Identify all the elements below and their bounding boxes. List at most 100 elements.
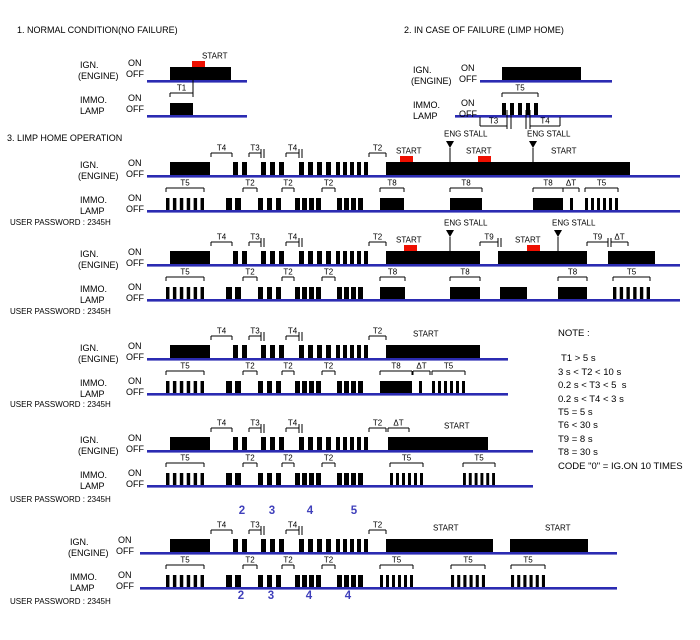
bracket-label: T4 bbox=[288, 143, 298, 152]
off-label: OFF bbox=[459, 74, 477, 84]
user-password-label-2: USER PASSWORD : 2345H bbox=[10, 307, 111, 316]
bracket-label: T3 bbox=[489, 116, 499, 125]
immo-pulse bbox=[309, 198, 314, 210]
ign-baseline bbox=[147, 80, 247, 83]
immo-pulse bbox=[358, 381, 363, 393]
ign-pulse bbox=[350, 251, 354, 264]
bracket-label: T4 bbox=[217, 520, 227, 529]
lamp-stripe bbox=[390, 473, 393, 485]
note-line: 0.2 s < T3 < 5 s bbox=[558, 380, 627, 391]
bracket-label: T1 bbox=[177, 83, 187, 92]
ign-pulse bbox=[317, 251, 322, 264]
on-label: ON bbox=[118, 535, 132, 545]
off-label: OFF bbox=[116, 581, 134, 591]
lamp-stripe bbox=[468, 473, 472, 485]
ign-pulse bbox=[233, 539, 238, 552]
blink-count-number: 3 bbox=[269, 505, 275, 517]
immo-pulse bbox=[351, 198, 356, 210]
bracket-label: T4 bbox=[288, 326, 298, 335]
note-line: T1 > 5 s bbox=[561, 353, 596, 364]
bracket-label: T2 bbox=[245, 361, 255, 370]
blink-count-number: 4 bbox=[307, 505, 314, 517]
lamp-stripe bbox=[186, 473, 191, 485]
lamp-stripe bbox=[456, 381, 459, 393]
ign-pulse bbox=[343, 539, 347, 552]
immo-pulse bbox=[258, 473, 263, 485]
lamp-stripe bbox=[626, 287, 630, 299]
lamp-stripe bbox=[200, 287, 204, 299]
ign-pulse bbox=[261, 251, 266, 264]
bracket-label: ΔT bbox=[566, 178, 576, 187]
bracket-label: T2 bbox=[245, 178, 255, 187]
lamp-stripe bbox=[510, 103, 514, 115]
lamp-stripe bbox=[463, 575, 467, 587]
ign-pulse bbox=[350, 437, 354, 450]
off-label: OFF bbox=[126, 444, 144, 454]
lamp-stripe bbox=[420, 473, 423, 485]
lamp-stripe bbox=[186, 575, 191, 587]
section-1-title: 1. NORMAL CONDITION(NO FAILURE) bbox=[17, 25, 178, 35]
immo-pulse bbox=[226, 473, 232, 485]
lamp-stripe bbox=[597, 198, 600, 210]
immo-pulse bbox=[302, 575, 307, 587]
lamp-stripe bbox=[463, 473, 466, 485]
immo-pulse bbox=[258, 287, 263, 299]
immo-pulse bbox=[302, 473, 307, 485]
immo-pulse bbox=[351, 575, 356, 587]
lamp-stripe bbox=[166, 381, 170, 393]
lamp-stripe bbox=[438, 381, 441, 393]
ign-baseline bbox=[147, 175, 680, 178]
ign-pulse bbox=[350, 539, 354, 552]
blink-count-number: 2 bbox=[239, 505, 245, 517]
on-label: ON bbox=[461, 98, 475, 108]
bracket-label: T8 bbox=[543, 178, 553, 187]
immo-pulse bbox=[235, 575, 241, 587]
lamp-stripe bbox=[639, 287, 644, 299]
bracket-label: T5 bbox=[523, 555, 533, 564]
bracket-label: T5 bbox=[515, 83, 525, 92]
ign-pulse bbox=[350, 345, 354, 358]
ign-pulse bbox=[350, 162, 354, 175]
immo-baseline bbox=[147, 210, 680, 213]
user-password-label-1: USER PASSWORD : 2345H bbox=[10, 218, 111, 227]
lamp-stripe bbox=[475, 575, 479, 587]
bracket-label: T4 bbox=[217, 326, 227, 335]
bracket-label: T3 bbox=[250, 418, 260, 427]
immo-pulse bbox=[295, 575, 300, 587]
off-label: OFF bbox=[126, 293, 144, 303]
ign-pulse bbox=[343, 251, 347, 264]
eng-stall-label: ENG STALL bbox=[444, 129, 488, 138]
ign-pulse bbox=[326, 251, 331, 264]
lamp-stripe bbox=[186, 287, 191, 299]
ign-pulse bbox=[326, 539, 331, 552]
blink-count-number: 3 bbox=[268, 590, 274, 602]
immo-pulse bbox=[309, 473, 314, 485]
immo-pulse bbox=[267, 198, 272, 210]
signal-name-lamp: LAMP bbox=[80, 106, 105, 116]
section-3-title: 3. LIMP HOME OPERATION bbox=[7, 133, 123, 143]
bracket-label: T3 bbox=[250, 143, 260, 152]
signal-name-engine: (ENGINE) bbox=[78, 71, 119, 81]
ign-pulse bbox=[242, 162, 247, 175]
bracket-label: T4 bbox=[288, 232, 298, 241]
immo-signal-bar bbox=[380, 381, 412, 393]
lamp-stripe bbox=[444, 381, 447, 393]
lamp-stripe bbox=[172, 473, 177, 485]
ign-signal-bar bbox=[170, 67, 231, 80]
bracket-label: T8 bbox=[461, 178, 471, 187]
ign-pulse bbox=[270, 539, 275, 552]
immo-signal-bar bbox=[533, 198, 563, 210]
bracket-label: T3 bbox=[250, 232, 260, 241]
immo-pulse bbox=[337, 575, 342, 587]
ign-pulse bbox=[242, 437, 247, 450]
immo-pulse bbox=[235, 381, 241, 393]
ign-signal-bar bbox=[170, 539, 210, 552]
section-2-title: 2. IN CASE OF FAILURE (LIMP HOME) bbox=[404, 25, 564, 35]
bracket-label: T8 bbox=[391, 361, 401, 370]
off-label: OFF bbox=[126, 69, 144, 79]
lamp-stripe bbox=[408, 473, 411, 485]
lamp-stripe bbox=[474, 473, 478, 485]
signal-name-ign: IGN. bbox=[413, 65, 432, 75]
start-label: START bbox=[545, 523, 571, 532]
